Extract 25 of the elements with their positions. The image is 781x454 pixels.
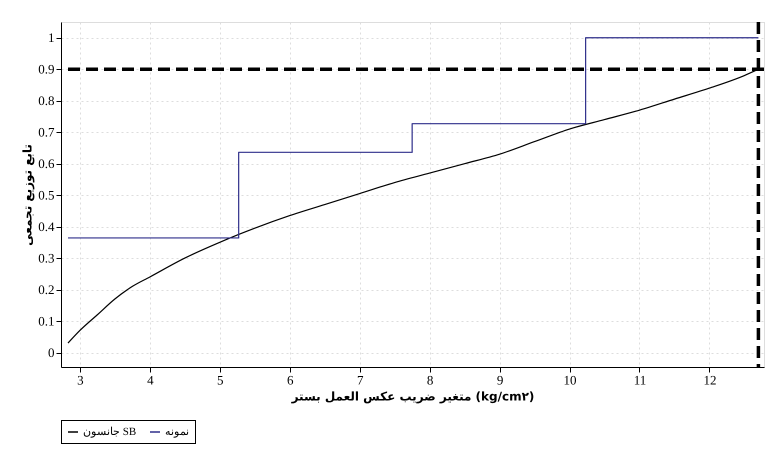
x-tick-label: 5 xyxy=(217,372,224,388)
x-tick-label: 3 xyxy=(77,372,84,388)
legend-label: نمونه xyxy=(165,426,189,438)
x-tick-label: 8 xyxy=(426,372,434,388)
x-axis-title: متغیر ضریب عکس العمل بستر (kg/cm۲) xyxy=(290,390,534,404)
y-tick-label: 0.8 xyxy=(38,93,54,108)
y-tick-label: 0.6 xyxy=(38,156,55,172)
y-tick-label: 0.2 xyxy=(38,282,54,298)
y-axis-title: تابع توزیع تجمعی xyxy=(20,144,34,246)
y-tick-label: 0.7 xyxy=(38,124,55,140)
x-tick-label: 10 xyxy=(564,372,577,388)
legend-label: جانسون SB xyxy=(83,426,136,438)
y-tick-label: 0.4 xyxy=(38,219,55,234)
x-tick-label: 9 xyxy=(496,372,504,388)
y-tick-label: 0.1 xyxy=(38,314,54,329)
x-tick-label: 12 xyxy=(703,372,716,388)
x-tick-label: 6 xyxy=(286,372,294,388)
y-tick-label: 0.3 xyxy=(38,250,54,266)
x-tick-label: 4 xyxy=(147,372,154,388)
x-tick-label: 7 xyxy=(356,372,364,388)
y-tick-label: 0 xyxy=(48,345,54,360)
x-tick-label: 11 xyxy=(634,372,646,388)
y-tick-label: 1 xyxy=(48,30,54,46)
y-tick-label: 0.9 xyxy=(38,62,54,77)
y-tick-label: 0.5 xyxy=(38,188,54,203)
